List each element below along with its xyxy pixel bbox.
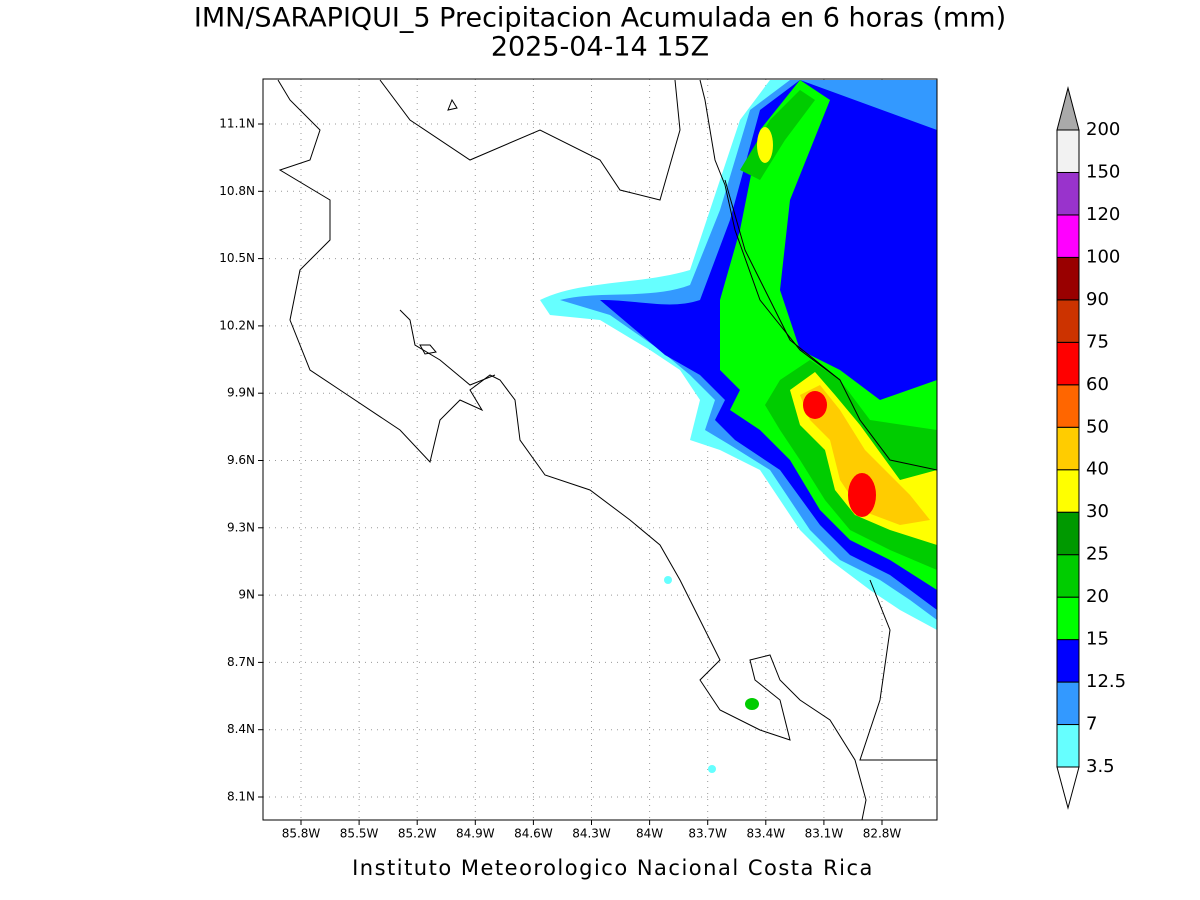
colorbar-bin (1056, 341, 1080, 386)
lat-tick-label: 9.9N (227, 386, 255, 400)
colorbar-bin (1056, 214, 1080, 258)
colorbar-label: 40 (1086, 459, 1109, 480)
lat-tick-label: 10.2N (219, 318, 255, 332)
lon-tick-label: 84.3W (572, 827, 611, 841)
colorbar-bin (1056, 596, 1080, 641)
lon-tick-label: 84.9W (456, 827, 495, 841)
colorbar-label: 25 (1086, 544, 1109, 565)
caribbean-coast (699, 79, 937, 471)
lat-tick-label: 9.6N (227, 453, 255, 467)
precip-60 (803, 391, 827, 419)
colorbar-label: 120 (1086, 204, 1120, 225)
precip-cell3 (708, 765, 716, 773)
precip-cell (745, 698, 759, 710)
colorbar-bin (1056, 639, 1080, 683)
lat-tick-label: 8.1N (227, 790, 255, 804)
colorbar-over (1056, 86, 1080, 131)
colorbar-bin (1056, 426, 1080, 471)
border (724, 179, 937, 761)
nicoya (399, 309, 496, 386)
coastlines (277, 79, 937, 820)
lon-tick-label: 83.1W (805, 827, 844, 841)
lon-tick-label: 82.8W (863, 827, 902, 841)
colorbar-label: 100 (1086, 246, 1120, 267)
colorbar-label: 50 (1086, 416, 1109, 437)
lon-tick-label: 84.6W (514, 827, 553, 841)
colorbar-label: 200 (1086, 119, 1120, 140)
colorbar-label: 60 (1086, 374, 1109, 395)
colorbar-bin (1056, 256, 1080, 301)
pacific-coast (277, 79, 867, 820)
lon-tick-label: 85.5W (340, 827, 379, 841)
lon-tick-label: 85.8W (282, 827, 321, 841)
precip-60b (848, 473, 876, 517)
colorbar-label: 90 (1086, 289, 1109, 310)
lat-tick-label: 8.7N (227, 655, 255, 669)
colorbar: 3.5 7 12.5 15 20 25 30 40 50 60 75 90 100 120 150 200 (1056, 86, 1126, 810)
footer: Instituto Meteorologico Nacional Costa R… (352, 856, 874, 880)
colorbar-bin (1056, 554, 1080, 598)
colorbar-label: 150 (1086, 161, 1120, 182)
lat-tick-label: 9N (238, 588, 255, 602)
precip-30c (757, 127, 773, 163)
precipitation-field (540, 80, 937, 773)
colorbar-label: 7 (1086, 714, 1097, 735)
precip-40 (800, 385, 930, 525)
subtitle: 2025-04-14 15Z (491, 32, 709, 63)
colorbar-label: 75 (1086, 331, 1109, 352)
colorbar-label: 30 (1086, 501, 1109, 522)
colorbar-bin (1056, 469, 1080, 513)
lon-tick-label: 85.2W (398, 827, 437, 841)
lat-tick-label: 8.4N (227, 722, 255, 736)
colorbar-bin (1056, 384, 1080, 428)
lon-tick-label: 83.4W (747, 827, 786, 841)
colorbar-label: 12.5 (1086, 671, 1126, 692)
map-frame (262, 78, 938, 821)
lat-tick-label: 11.1N (219, 117, 255, 131)
precip-cell2 (664, 576, 672, 584)
lake-shore (379, 79, 681, 201)
colorbar-label: 15 (1086, 629, 1109, 650)
grid (263, 79, 937, 820)
colorbar-label: 3.5 (1086, 756, 1115, 777)
lat-tick-label: 10.5N (219, 251, 255, 265)
colorbar-bin (1056, 511, 1080, 556)
lat-tick-label: 10.8N (219, 184, 255, 198)
colorbar-under (1056, 766, 1080, 810)
lat-tick-label: 9.3N (227, 520, 255, 534)
precip-20b (740, 90, 815, 180)
colorbar-bin (1056, 681, 1080, 726)
colorbar-bin (1056, 724, 1080, 768)
lon-tick-label: 84W (636, 827, 663, 841)
lon-tick-label: 83.7W (688, 827, 727, 841)
island (419, 98, 458, 355)
colorbar-bin (1056, 299, 1080, 343)
title: IMN/SARAPIQUI_5 Precipitacion Acumulada … (194, 3, 1006, 34)
colorbar-label: 20 (1086, 586, 1109, 607)
colorbar-bin (1056, 171, 1080, 216)
colorbar-bin (1056, 129, 1080, 173)
